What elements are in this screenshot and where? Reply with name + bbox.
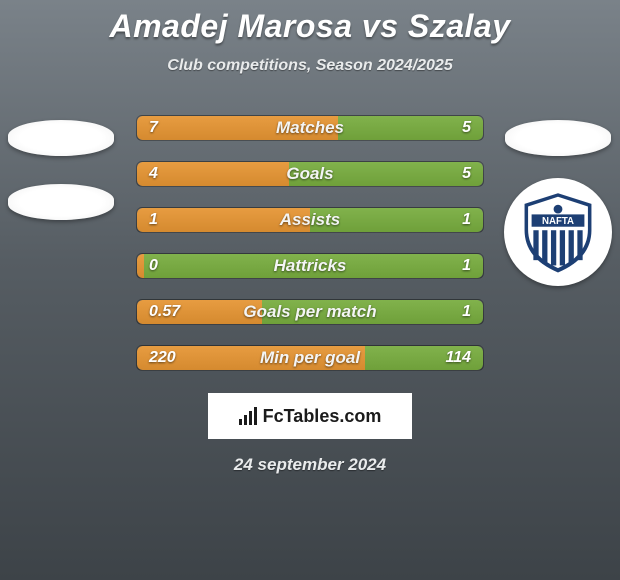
stat-row: 75Matches	[136, 115, 484, 141]
stat-fill-right	[144, 254, 483, 278]
stat-fill-left	[137, 116, 338, 140]
stat-fill-right	[365, 346, 483, 370]
club-crest: NAFTA	[504, 178, 612, 286]
left-player-badges	[8, 120, 114, 220]
date-label: 24 september 2024	[0, 455, 620, 475]
left-badge-placeholder	[8, 184, 114, 220]
stat-row: 220114Min per goal	[136, 345, 484, 371]
stats-container: 75Matches 45Goals 11Assists 01Hattricks 0.57…	[136, 115, 484, 371]
stat-fill-left	[137, 162, 289, 186]
watermark-bars-icon	[239, 407, 257, 425]
nafta-crest-icon: NAFTA	[514, 188, 602, 276]
stat-fill-right	[310, 208, 483, 232]
stat-fill-left	[137, 208, 310, 232]
stat-fill-left	[137, 300, 262, 324]
stat-fill-left	[137, 254, 144, 278]
stat-fill-right	[289, 162, 483, 186]
stat-row: 45Goals	[136, 161, 484, 187]
stat-row: 0.571Goals per match	[136, 299, 484, 325]
watermark-text: FcTables.com	[263, 406, 382, 427]
stat-fill-left	[137, 346, 365, 370]
page-title: Amadej Marosa vs Szalay	[0, 0, 620, 45]
right-player-badges: NAFTA	[504, 120, 612, 286]
left-badge-placeholder	[8, 120, 114, 156]
right-badge-placeholder	[505, 120, 611, 156]
subtitle: Club competitions, Season 2024/2025	[0, 57, 620, 75]
watermark: FcTables.com	[208, 393, 412, 439]
stat-fill-right	[338, 116, 483, 140]
svg-text:NAFTA: NAFTA	[542, 216, 574, 227]
stat-row: 11Assists	[136, 207, 484, 233]
stat-row: 01Hattricks	[136, 253, 484, 279]
stat-fill-right	[262, 300, 483, 324]
